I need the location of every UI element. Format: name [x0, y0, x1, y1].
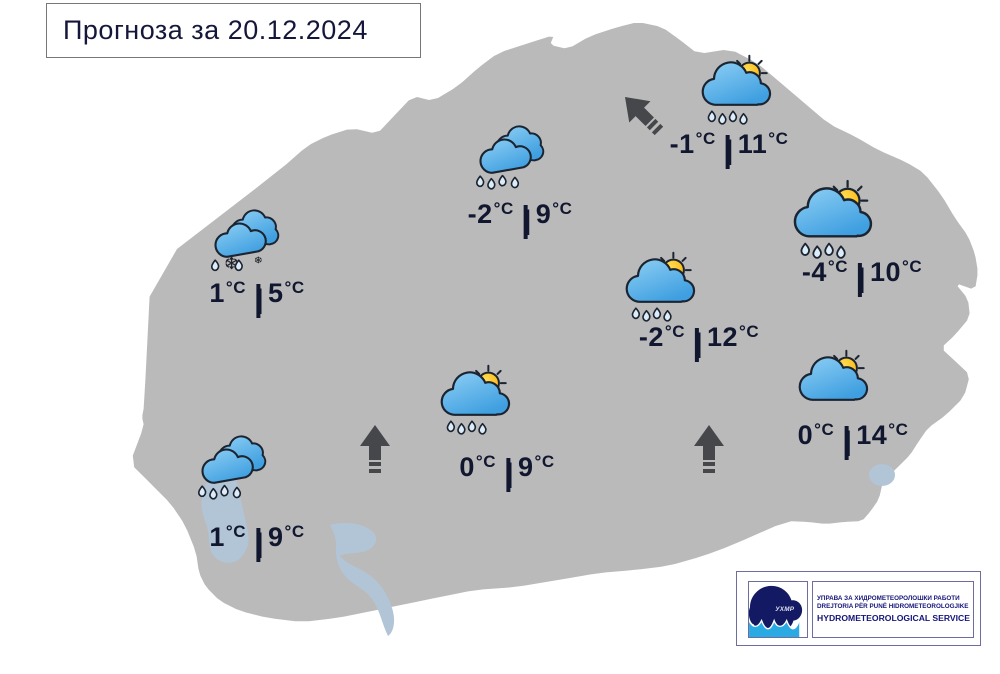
svg-text:УХМР: УХМР — [775, 606, 794, 613]
